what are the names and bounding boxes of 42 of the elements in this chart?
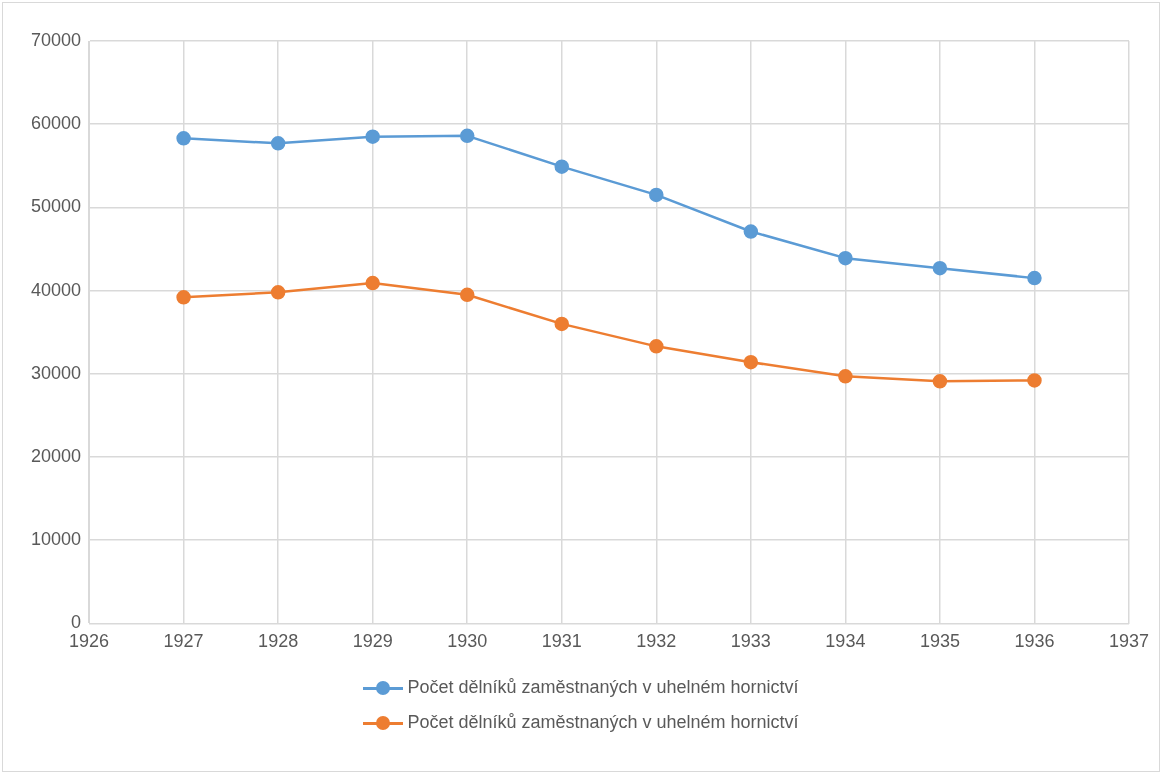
y-tick-label: 0 (71, 612, 82, 633)
point (176, 131, 191, 146)
x-tick-label: 1933 (730, 631, 771, 652)
point (176, 290, 191, 305)
x-tick-label: 1937 (1108, 631, 1150, 652)
legend-label: Počet dělníků zaměstnaných v uhelném hornictví (407, 712, 799, 733)
point (270, 136, 286, 151)
legend-label: Počet dělníků zaměstnaných v uhelném hornictví (407, 677, 799, 698)
y-tick-label: 40000 (30, 279, 82, 300)
point (932, 374, 948, 389)
point (743, 354, 759, 370)
point (459, 287, 475, 303)
x-tick-label: 1934 (825, 631, 866, 652)
y-tick-label: 30000 (30, 362, 82, 383)
point (554, 159, 570, 174)
point (838, 369, 853, 384)
point (1027, 373, 1042, 388)
y-tick-label: 20000 (30, 445, 82, 466)
point (743, 224, 759, 239)
point (838, 250, 853, 266)
point (459, 128, 475, 144)
point (365, 275, 380, 291)
point (1027, 270, 1042, 286)
x-tick-label: 1926 (69, 631, 110, 652)
point (554, 316, 570, 332)
y-tick-label: 70000 (30, 29, 82, 50)
x-tick-label: 1927 (163, 631, 204, 652)
x-tick-label: 1928 (258, 631, 299, 652)
y-tick-label: 60000 (30, 113, 82, 134)
point (649, 187, 664, 203)
point (365, 129, 380, 144)
x-tick-label: 1932 (636, 631, 677, 652)
x-tick-label: 1929 (352, 631, 393, 652)
point (649, 339, 664, 354)
x-tick-label: 1936 (1014, 631, 1055, 652)
y-tick-label: 10000 (30, 529, 82, 550)
y-tick-label: 50000 (30, 196, 82, 217)
point (932, 260, 948, 276)
x-tick-label: 1935 (919, 631, 960, 652)
x-tick-label: 1930 (447, 631, 488, 652)
x-tick-label: 1931 (541, 631, 582, 652)
point (270, 285, 286, 300)
